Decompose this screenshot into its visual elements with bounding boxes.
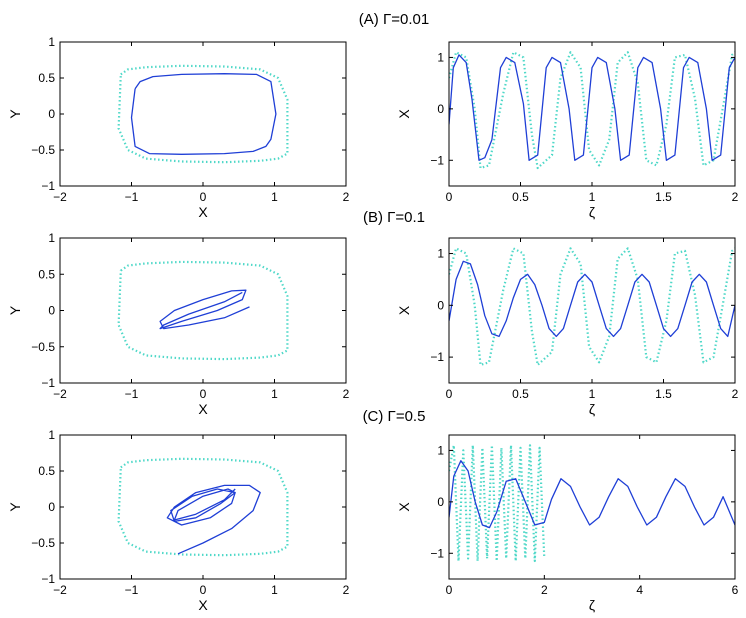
x-tick-label: 0.5: [512, 387, 529, 401]
x-tick-label: 0: [446, 583, 453, 597]
series-solid-line: [449, 54, 735, 161]
x-tick-label: 0: [200, 583, 207, 597]
panel-b-title-group: (B) Γ=0.1: [363, 209, 425, 226]
x-tick-label: −1: [125, 387, 139, 401]
panel-a-title: (A) Γ=0.01: [359, 11, 429, 28]
panel-c-title-group: (C) Γ=0.5: [363, 408, 426, 425]
subplot-c-time: 0 2 4 6 −1 0 1 ζ X: [396, 434, 739, 613]
x-tick-label: 4: [636, 583, 643, 597]
y-tick-label: 0: [48, 107, 55, 121]
y-tick-label: 1: [48, 428, 55, 442]
y-tick-label: 1: [437, 247, 444, 261]
x-tick-label: 1: [589, 387, 596, 401]
y-tick-label: −0.5: [31, 340, 55, 354]
x-tick-label: 0: [200, 190, 207, 204]
series-dotted-line: [117, 64, 289, 164]
y-tick-label: 1: [48, 231, 55, 245]
series-solid-line: [159, 289, 250, 330]
series-dotted-line: [449, 247, 735, 366]
y-axis-label: X: [396, 109, 412, 119]
x-axis-label: ζ: [589, 401, 595, 417]
x-tick-label: 2: [343, 190, 350, 204]
y-axis-label: Y: [7, 502, 23, 512]
y-axis-label: X: [396, 502, 412, 512]
x-tick-label: 0: [446, 387, 453, 401]
y-tick-label: 1: [48, 35, 55, 49]
x-tick-label: 1: [271, 190, 278, 204]
x-tick-label: 1: [271, 387, 278, 401]
y-tick-label: 0: [437, 102, 444, 116]
y-tick-label: −1: [41, 572, 55, 586]
y-tick-label: 0.5: [38, 267, 55, 281]
x-tick-label: 1.5: [655, 190, 672, 204]
axes-frame: [448, 434, 736, 580]
series-solid-line: [166, 484, 261, 555]
x-tick-label: 1: [589, 190, 596, 204]
y-tick-label: 1: [437, 50, 444, 64]
series-dotted-line: [117, 457, 289, 557]
y-axis-label: Y: [7, 109, 23, 119]
y-tick-label: −1: [430, 153, 444, 167]
y-axis-label: X: [396, 305, 412, 315]
y-tick-label: −0.5: [31, 536, 55, 550]
y-tick-label: 0: [48, 500, 55, 514]
y-tick-label: −1: [41, 376, 55, 390]
y-tick-label: −0.5: [31, 143, 55, 157]
y-tick-label: 0.5: [38, 71, 55, 85]
x-tick-label: −2: [53, 583, 67, 597]
x-tick-label: 2: [732, 190, 739, 204]
x-tick-label: 0: [446, 190, 453, 204]
x-tick-label: 2: [732, 387, 739, 401]
x-tick-label: 0.5: [512, 190, 529, 204]
x-axis-label: X: [198, 597, 208, 613]
x-axis-label: X: [198, 204, 208, 220]
x-tick-label: 2: [343, 387, 350, 401]
y-tick-label: −1: [41, 179, 55, 193]
y-tick-label: 0.5: [38, 464, 55, 478]
y-tick-label: 0: [48, 304, 55, 318]
panel-a-title-group: (A) Γ=0.01: [359, 11, 429, 28]
x-tick-label: −1: [125, 583, 139, 597]
x-tick-label: 1.5: [655, 387, 672, 401]
axes-frame: [59, 434, 347, 580]
x-tick-label: 6: [732, 583, 739, 597]
x-tick-label: 0: [200, 387, 207, 401]
series-solid-line: [130, 73, 277, 155]
panel-c-title: (C) Γ=0.5: [363, 408, 426, 425]
series-solid-line: [449, 460, 735, 529]
series-dotted-line: [449, 444, 546, 563]
x-tick-label: 2: [343, 583, 350, 597]
y-tick-label: 1: [437, 443, 444, 457]
series-solid-line: [449, 260, 735, 338]
x-tick-label: −2: [53, 387, 67, 401]
y-tick-label: 0: [437, 495, 444, 509]
series-dotted-line: [117, 260, 289, 361]
y-tick-label: 0: [437, 298, 444, 312]
y-tick-label: −1: [430, 350, 444, 364]
y-tick-label: −1: [430, 546, 444, 560]
x-axis-label: ζ: [589, 204, 595, 220]
x-axis-label: ζ: [589, 597, 595, 613]
panel-b-title: (B) Γ=0.1: [363, 209, 425, 226]
x-tick-label: −1: [125, 190, 139, 204]
axes-frame: [448, 237, 736, 384]
axes-frame: [59, 41, 347, 187]
x-tick-label: 1: [271, 583, 278, 597]
y-axis-label: Y: [7, 305, 23, 315]
axes-frame: [448, 41, 736, 187]
x-tick-label: 2: [541, 583, 548, 597]
x-tick-label: −2: [53, 190, 67, 204]
x-axis-label: X: [198, 401, 208, 417]
axes-frame: [59, 237, 347, 384]
